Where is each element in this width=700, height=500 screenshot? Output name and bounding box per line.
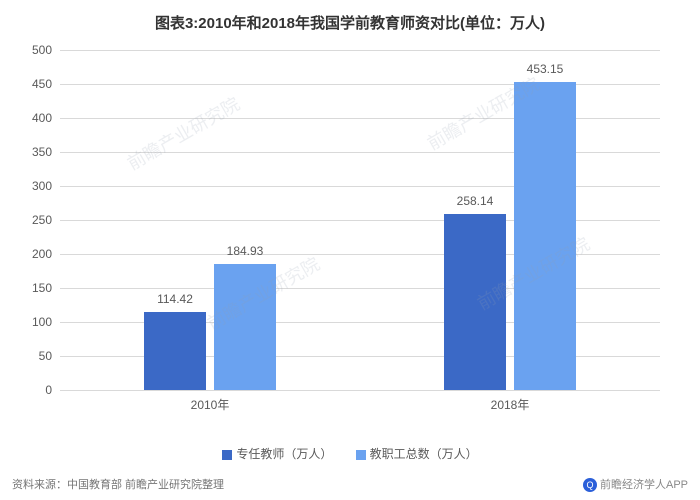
- gridline: [60, 390, 660, 391]
- plot-region: 114.42184.93258.14453.15: [60, 50, 660, 390]
- bar: [444, 214, 506, 390]
- bar: [144, 312, 206, 390]
- bar-group: 258.14453.15: [444, 50, 576, 390]
- logo-mark: Q: [583, 478, 597, 492]
- bar-value-label: 258.14: [435, 194, 515, 208]
- bar: [514, 82, 576, 390]
- legend-swatch-1: [222, 450, 232, 460]
- chart-title: 图表3:2010年和2018年我国学前教育师资对比(单位：万人): [0, 0, 700, 41]
- source-text: 资料来源：中国教育部 前瞻产业研究院整理: [12, 476, 224, 492]
- y-tick-label: 450: [12, 77, 52, 91]
- brand-logo: Q前瞻经济学人APP: [583, 476, 688, 492]
- chart-area: 114.42184.93258.14453.15 050100150200250…: [60, 50, 660, 420]
- legend-label: 专任教师（万人）: [236, 447, 332, 461]
- y-tick-label: 500: [12, 43, 52, 57]
- x-tick-label: 2010年: [191, 396, 230, 413]
- bar-value-label: 453.15: [505, 62, 585, 76]
- y-tick-label: 50: [12, 349, 52, 363]
- legend-label: 教职工总数（万人）: [370, 447, 478, 461]
- bar-group: 114.42184.93: [144, 50, 276, 390]
- y-tick-label: 300: [12, 179, 52, 193]
- legend-item: 专任教师（万人）: [222, 445, 332, 462]
- y-tick-label: 350: [12, 145, 52, 159]
- bar-value-label: 114.42: [135, 292, 215, 306]
- y-tick-label: 200: [12, 247, 52, 261]
- y-tick-label: 100: [12, 315, 52, 329]
- y-tick-label: 0: [12, 383, 52, 397]
- y-tick-label: 150: [12, 281, 52, 295]
- x-tick-label: 2018年: [491, 396, 530, 413]
- logo-text: 前瞻经济学人APP: [600, 479, 688, 491]
- legend: 专任教师（万人） 教职工总数（万人）: [0, 445, 700, 462]
- y-tick-label: 250: [12, 213, 52, 227]
- legend-swatch-2: [356, 450, 366, 460]
- legend-item: 教职工总数（万人）: [356, 445, 478, 462]
- y-tick-label: 400: [12, 111, 52, 125]
- bar-value-label: 184.93: [205, 244, 285, 258]
- bar: [214, 264, 276, 390]
